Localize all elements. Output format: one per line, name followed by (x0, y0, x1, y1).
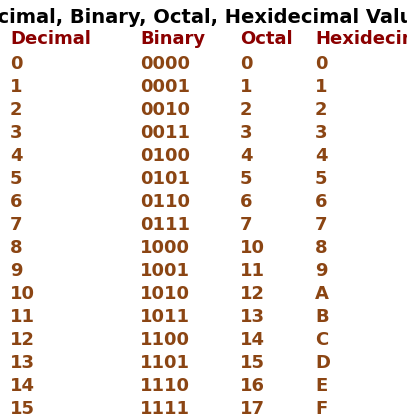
Text: 11: 11 (240, 262, 265, 280)
Text: 1010: 1010 (140, 285, 190, 303)
Text: 16: 16 (240, 377, 265, 395)
Text: 3: 3 (10, 124, 22, 142)
Text: F: F (315, 400, 327, 418)
Text: 9: 9 (315, 262, 328, 280)
Text: 10: 10 (240, 239, 265, 257)
Text: 6: 6 (315, 193, 328, 211)
Text: Decimal: Decimal (10, 30, 91, 48)
Text: 4: 4 (315, 147, 328, 165)
Text: 7: 7 (240, 216, 252, 234)
Text: 7: 7 (315, 216, 328, 234)
Text: 0010: 0010 (140, 101, 190, 119)
Text: Hexidecimal: Hexidecimal (315, 30, 407, 48)
Text: 1100: 1100 (140, 331, 190, 349)
Text: 1: 1 (10, 78, 22, 96)
Text: 13: 13 (240, 308, 265, 326)
Text: 6: 6 (10, 193, 22, 211)
Text: 13: 13 (10, 354, 35, 372)
Text: 1: 1 (240, 78, 252, 96)
Text: 2: 2 (240, 101, 252, 119)
Text: 0: 0 (10, 55, 22, 73)
Text: 0110: 0110 (140, 193, 190, 211)
Text: 0: 0 (315, 55, 328, 73)
Text: 2: 2 (10, 101, 22, 119)
Text: E: E (315, 377, 327, 395)
Text: 0111: 0111 (140, 216, 190, 234)
Text: C: C (315, 331, 328, 349)
Text: 4: 4 (10, 147, 22, 165)
Text: Decimal, Binary, Octal, Hexidecimal Values: Decimal, Binary, Octal, Hexidecimal Valu… (0, 8, 407, 27)
Text: A: A (315, 285, 329, 303)
Text: B: B (315, 308, 328, 326)
Text: 0101: 0101 (140, 170, 190, 188)
Text: 2: 2 (315, 101, 328, 119)
Text: 17: 17 (240, 400, 265, 418)
Text: 3: 3 (240, 124, 252, 142)
Text: 8: 8 (315, 239, 328, 257)
Text: D: D (315, 354, 330, 372)
Text: Binary: Binary (140, 30, 205, 48)
Text: 12: 12 (240, 285, 265, 303)
Text: 0001: 0001 (140, 78, 190, 96)
Text: 1000: 1000 (140, 239, 190, 257)
Text: 12: 12 (10, 331, 35, 349)
Text: 0011: 0011 (140, 124, 190, 142)
Text: 5: 5 (240, 170, 252, 188)
Text: 0000: 0000 (140, 55, 190, 73)
Text: 0: 0 (240, 55, 252, 73)
Text: 5: 5 (10, 170, 22, 188)
Text: 11: 11 (10, 308, 35, 326)
Text: 3: 3 (315, 124, 328, 142)
Text: 9: 9 (10, 262, 22, 280)
Text: 1110: 1110 (140, 377, 190, 395)
Text: 14: 14 (10, 377, 35, 395)
Text: 0100: 0100 (140, 147, 190, 165)
Text: Octal: Octal (240, 30, 293, 48)
Text: 14: 14 (240, 331, 265, 349)
Text: 1011: 1011 (140, 308, 190, 326)
Text: 7: 7 (10, 216, 22, 234)
Text: 1001: 1001 (140, 262, 190, 280)
Text: 1101: 1101 (140, 354, 190, 372)
Text: 5: 5 (315, 170, 328, 188)
Text: 1: 1 (315, 78, 328, 96)
Text: 15: 15 (240, 354, 265, 372)
Text: 15: 15 (10, 400, 35, 418)
Text: 1111: 1111 (140, 400, 190, 418)
Text: 8: 8 (10, 239, 23, 257)
Text: 6: 6 (240, 193, 252, 211)
Text: 4: 4 (240, 147, 252, 165)
Text: 10: 10 (10, 285, 35, 303)
